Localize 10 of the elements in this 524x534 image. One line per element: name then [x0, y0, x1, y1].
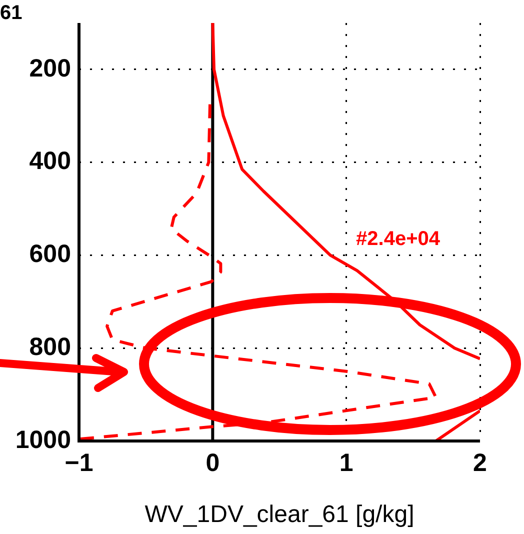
x-tick-label: 0	[206, 448, 220, 477]
x-tick-label: 1	[339, 448, 354, 477]
y-tick-label: 800	[29, 333, 71, 361]
x-tick-label: 2	[473, 448, 487, 477]
y-tick-label: 200	[29, 54, 71, 82]
y-tick-label: 400	[29, 147, 71, 176]
x-axis-title: WV_1DV_clear_61 [g/kg]	[144, 501, 414, 528]
annotation: #2.4e+04	[356, 228, 440, 251]
text: 61	[0, 2, 22, 25]
y-tick-label: 600	[29, 240, 71, 268]
